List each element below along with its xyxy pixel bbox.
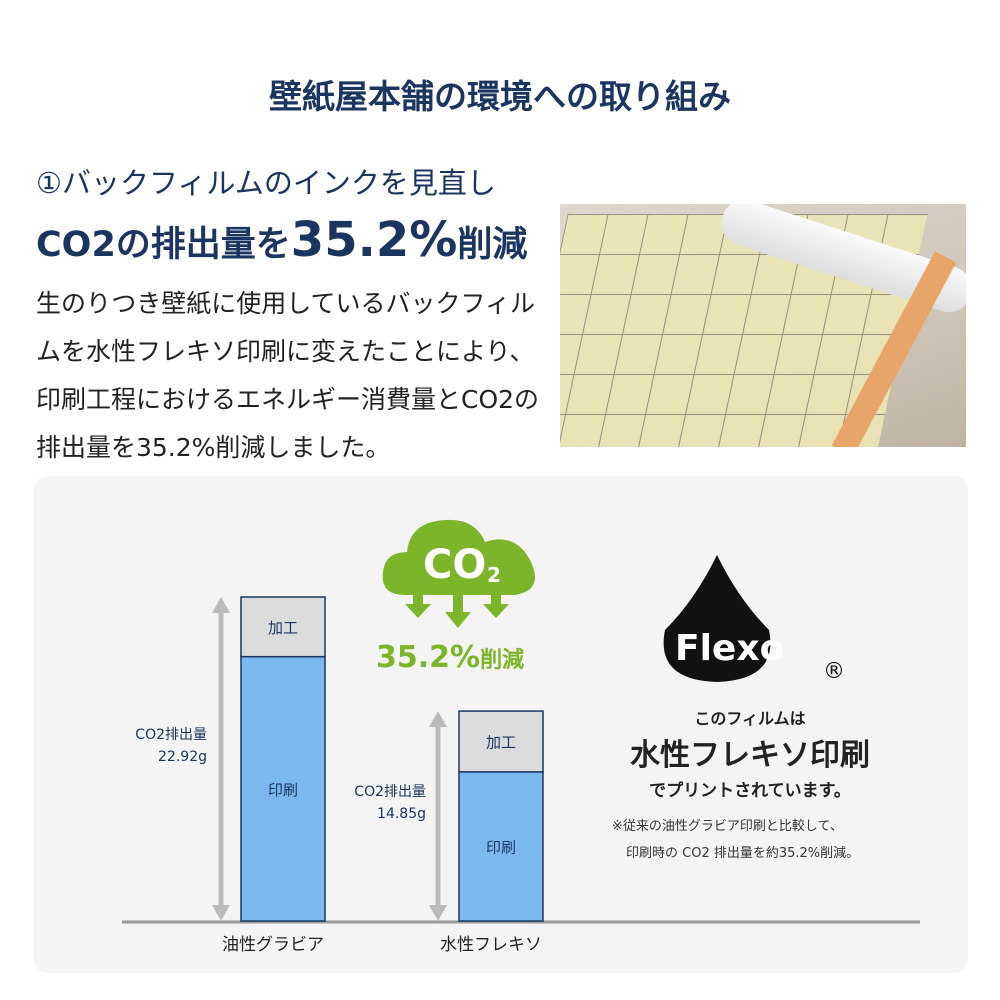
product-photo <box>560 204 966 447</box>
arrow-head-up <box>212 597 230 613</box>
flexo-line1: このフィルムは <box>694 709 806 728</box>
headline-suffix: 削減 <box>457 225 528 265</box>
category-label: 油性グラビア <box>222 935 324 955</box>
total-label: CO2排出量 <box>354 784 426 800</box>
flexo-note2: 印刷時の CO2 排出量を約35.2%削減。 <box>626 846 860 861</box>
bar-segment-label: 印刷 <box>486 838 516 856</box>
flexo-line3: でプリントされています。 <box>649 781 851 801</box>
bar-segment-label: 加工 <box>268 619 298 637</box>
total-label: 22.92g <box>158 749 207 765</box>
bar-加工 <box>240 596 326 658</box>
svg-text:Flexo: Flexo <box>675 628 784 669</box>
reduction-label: 35.2%削減 <box>376 640 525 675</box>
total-label: 14.85g <box>377 806 426 822</box>
category-label: 水性フレキソ <box>440 935 542 955</box>
headline-value: 35.2% <box>290 212 458 268</box>
svg-text:CO: CO <box>423 542 486 588</box>
headline-prefix: CO2の排出量を <box>36 225 291 265</box>
flexo-line2: 水性フレキソ印刷 <box>630 738 870 773</box>
arrow-head-down <box>212 905 230 921</box>
flexo-note1: ※従来の油性グラビア印刷と比較して、 <box>612 819 843 834</box>
arrow-head-down <box>429 905 447 921</box>
arrow-head-up <box>429 711 447 728</box>
flexo-logo: Flexo ® <box>663 555 845 684</box>
section-subtitle: ①バックフィルムのインクを見直し <box>36 166 496 200</box>
svg-text:®: ® <box>823 659 845 684</box>
bar-segment-label: 印刷 <box>268 781 298 799</box>
bar-segment-label: 加工 <box>486 733 516 751</box>
svg-text:2: 2 <box>487 563 501 587</box>
page-title: 壁紙屋本舗の環境への取り組み <box>269 77 731 116</box>
body-text: 生のりつき壁紙に使用しているバックフィルムを水性フレキソ印刷に変えたことにより、… <box>36 289 540 462</box>
co2-cloud-icon: CO 2 <box>382 519 535 628</box>
bar-印刷 <box>458 771 544 922</box>
total-label: CO2排出量 <box>135 727 207 743</box>
bar-加工 <box>458 710 544 773</box>
headline: CO2の排出量を35.2%削減 <box>36 212 527 268</box>
